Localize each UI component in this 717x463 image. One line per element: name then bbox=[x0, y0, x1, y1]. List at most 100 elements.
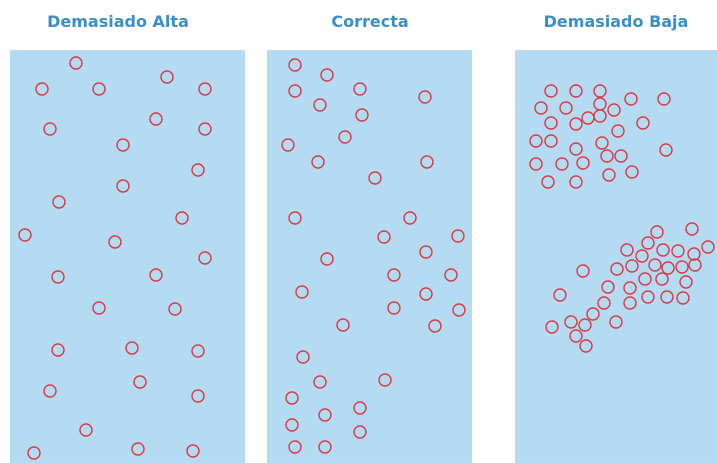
particle bbox=[569, 117, 583, 131]
particle bbox=[288, 211, 302, 225]
particle bbox=[191, 344, 205, 358]
particle bbox=[149, 268, 163, 282]
particle bbox=[92, 82, 106, 96]
particle bbox=[602, 168, 616, 182]
particle bbox=[544, 116, 558, 130]
particle bbox=[79, 423, 93, 437]
particle bbox=[116, 138, 130, 152]
particle bbox=[311, 155, 325, 169]
particle bbox=[198, 251, 212, 265]
particle bbox=[660, 290, 674, 304]
particle bbox=[579, 339, 593, 353]
particle bbox=[444, 268, 458, 282]
particle bbox=[288, 440, 302, 454]
particle bbox=[149, 112, 163, 126]
particle bbox=[51, 270, 65, 284]
particle bbox=[131, 442, 145, 456]
particle bbox=[175, 211, 189, 225]
particle bbox=[601, 280, 615, 294]
particle bbox=[116, 179, 130, 193]
particle bbox=[614, 149, 628, 163]
particle bbox=[35, 82, 49, 96]
particle bbox=[318, 408, 332, 422]
particle bbox=[353, 82, 367, 96]
particle bbox=[92, 301, 106, 315]
particle bbox=[600, 149, 614, 163]
particle bbox=[597, 296, 611, 310]
particle bbox=[650, 225, 664, 239]
particle bbox=[285, 391, 299, 405]
particle bbox=[609, 315, 623, 329]
particle bbox=[635, 249, 649, 263]
particle bbox=[43, 122, 57, 136]
particle bbox=[368, 171, 382, 185]
particle bbox=[378, 373, 392, 387]
particle bbox=[281, 138, 295, 152]
particle bbox=[288, 84, 302, 98]
panel-title: Demasiado Baja bbox=[544, 12, 689, 31]
particle bbox=[451, 229, 465, 243]
particle bbox=[636, 116, 650, 130]
particle bbox=[679, 275, 693, 289]
particle bbox=[595, 136, 609, 150]
particle bbox=[198, 82, 212, 96]
particle bbox=[576, 156, 590, 170]
particle bbox=[355, 108, 369, 122]
particle bbox=[353, 401, 367, 415]
particle bbox=[544, 134, 558, 148]
particle bbox=[578, 318, 592, 332]
panel-title: Demasiado Alta bbox=[47, 12, 189, 31]
panel-title: Correcta bbox=[331, 12, 408, 31]
particle bbox=[18, 228, 32, 242]
particle bbox=[336, 318, 350, 332]
particle bbox=[133, 375, 147, 389]
particle bbox=[69, 56, 83, 70]
panel bbox=[10, 50, 245, 463]
particle bbox=[610, 262, 624, 276]
particle bbox=[108, 235, 122, 249]
particle bbox=[51, 343, 65, 357]
particle bbox=[564, 315, 578, 329]
particle bbox=[553, 288, 567, 302]
particle bbox=[418, 90, 432, 104]
particle bbox=[638, 272, 652, 286]
particle bbox=[198, 122, 212, 136]
particle bbox=[43, 384, 57, 398]
particle bbox=[452, 303, 466, 317]
panel bbox=[267, 50, 472, 463]
particle bbox=[534, 101, 548, 115]
particle bbox=[661, 261, 675, 275]
particle bbox=[641, 290, 655, 304]
particle bbox=[403, 211, 417, 225]
particle bbox=[685, 222, 699, 236]
particle bbox=[648, 258, 662, 272]
particle bbox=[387, 268, 401, 282]
particle bbox=[419, 287, 433, 301]
particle bbox=[675, 260, 689, 274]
particle bbox=[191, 389, 205, 403]
particle bbox=[586, 307, 600, 321]
particle bbox=[593, 84, 607, 98]
particle bbox=[419, 245, 433, 259]
particle bbox=[687, 247, 701, 261]
particle bbox=[593, 109, 607, 123]
particle bbox=[607, 103, 621, 117]
particle bbox=[576, 264, 590, 278]
particle bbox=[52, 195, 66, 209]
particle bbox=[320, 68, 334, 82]
particle bbox=[313, 98, 327, 112]
particle bbox=[353, 425, 367, 439]
particle bbox=[529, 134, 543, 148]
particle bbox=[377, 230, 391, 244]
particle bbox=[569, 142, 583, 156]
particle bbox=[623, 281, 637, 295]
particle bbox=[285, 418, 299, 432]
particle bbox=[318, 440, 332, 454]
particle bbox=[569, 84, 583, 98]
particle bbox=[559, 101, 573, 115]
particle bbox=[387, 301, 401, 315]
particle bbox=[641, 236, 655, 250]
particle bbox=[625, 259, 639, 273]
particle bbox=[655, 272, 669, 286]
